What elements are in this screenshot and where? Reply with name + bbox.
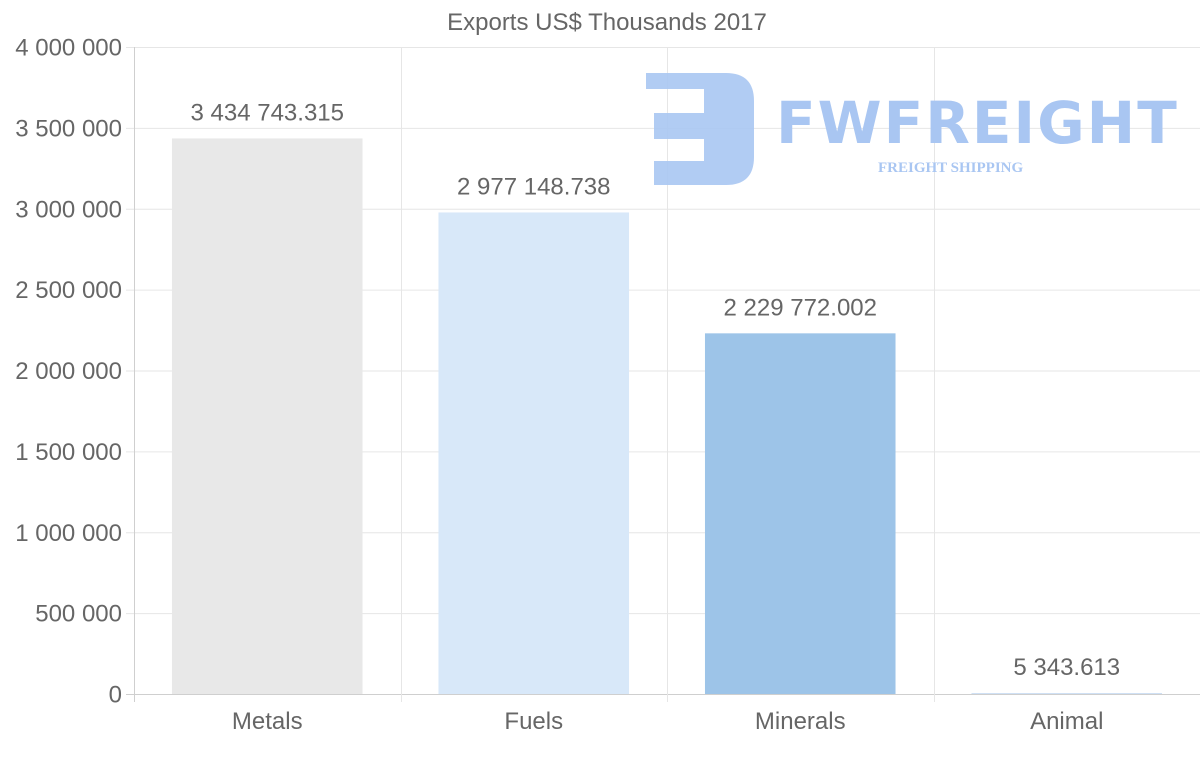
bar-animal: [971, 693, 1163, 694]
chart-title: Exports US$ Thousands 2017: [447, 9, 767, 36]
y-tick-label: 1 000 000: [15, 520, 122, 547]
y-axis: 0 500 000 1 000 000 1 500 000 2 000 000 2 500…: [15, 35, 122, 709]
bar-metals: [171, 138, 363, 694]
y-tick-label: 3 500 000: [15, 115, 122, 142]
x-tick-label: Fuels: [504, 708, 563, 735]
bar-fuels: [438, 212, 630, 694]
x-axis: Metals Fuels Minerals Animal: [232, 708, 1104, 735]
bar-minerals: [704, 333, 896, 694]
y-tick-label: 2 500 000: [15, 277, 122, 304]
y-tick-label: 3 000 000: [15, 196, 122, 223]
y-tick-label: 0: [109, 682, 122, 709]
y-tick-label: 4 000 000: [15, 35, 122, 62]
x-tick-label: Metals: [232, 708, 303, 735]
y-tick-label: 500 000: [35, 601, 122, 628]
value-label: 3 434 743.315: [191, 99, 344, 126]
value-label: 5 343.613: [1013, 654, 1120, 681]
x-tick-label: Minerals: [755, 708, 846, 735]
value-label: 2 977 148.738: [457, 173, 610, 200]
bars: [171, 138, 1163, 694]
x-tick-label: Animal: [1030, 708, 1103, 735]
y-tick-label: 1 500 000: [15, 439, 122, 466]
value-labels: 3 434 743.315 2 977 148.738 2 229 772.002 5…: [191, 99, 1121, 681]
value-label: 2 229 772.002: [724, 294, 877, 321]
y-tick-label: 2 000 000: [15, 358, 122, 385]
